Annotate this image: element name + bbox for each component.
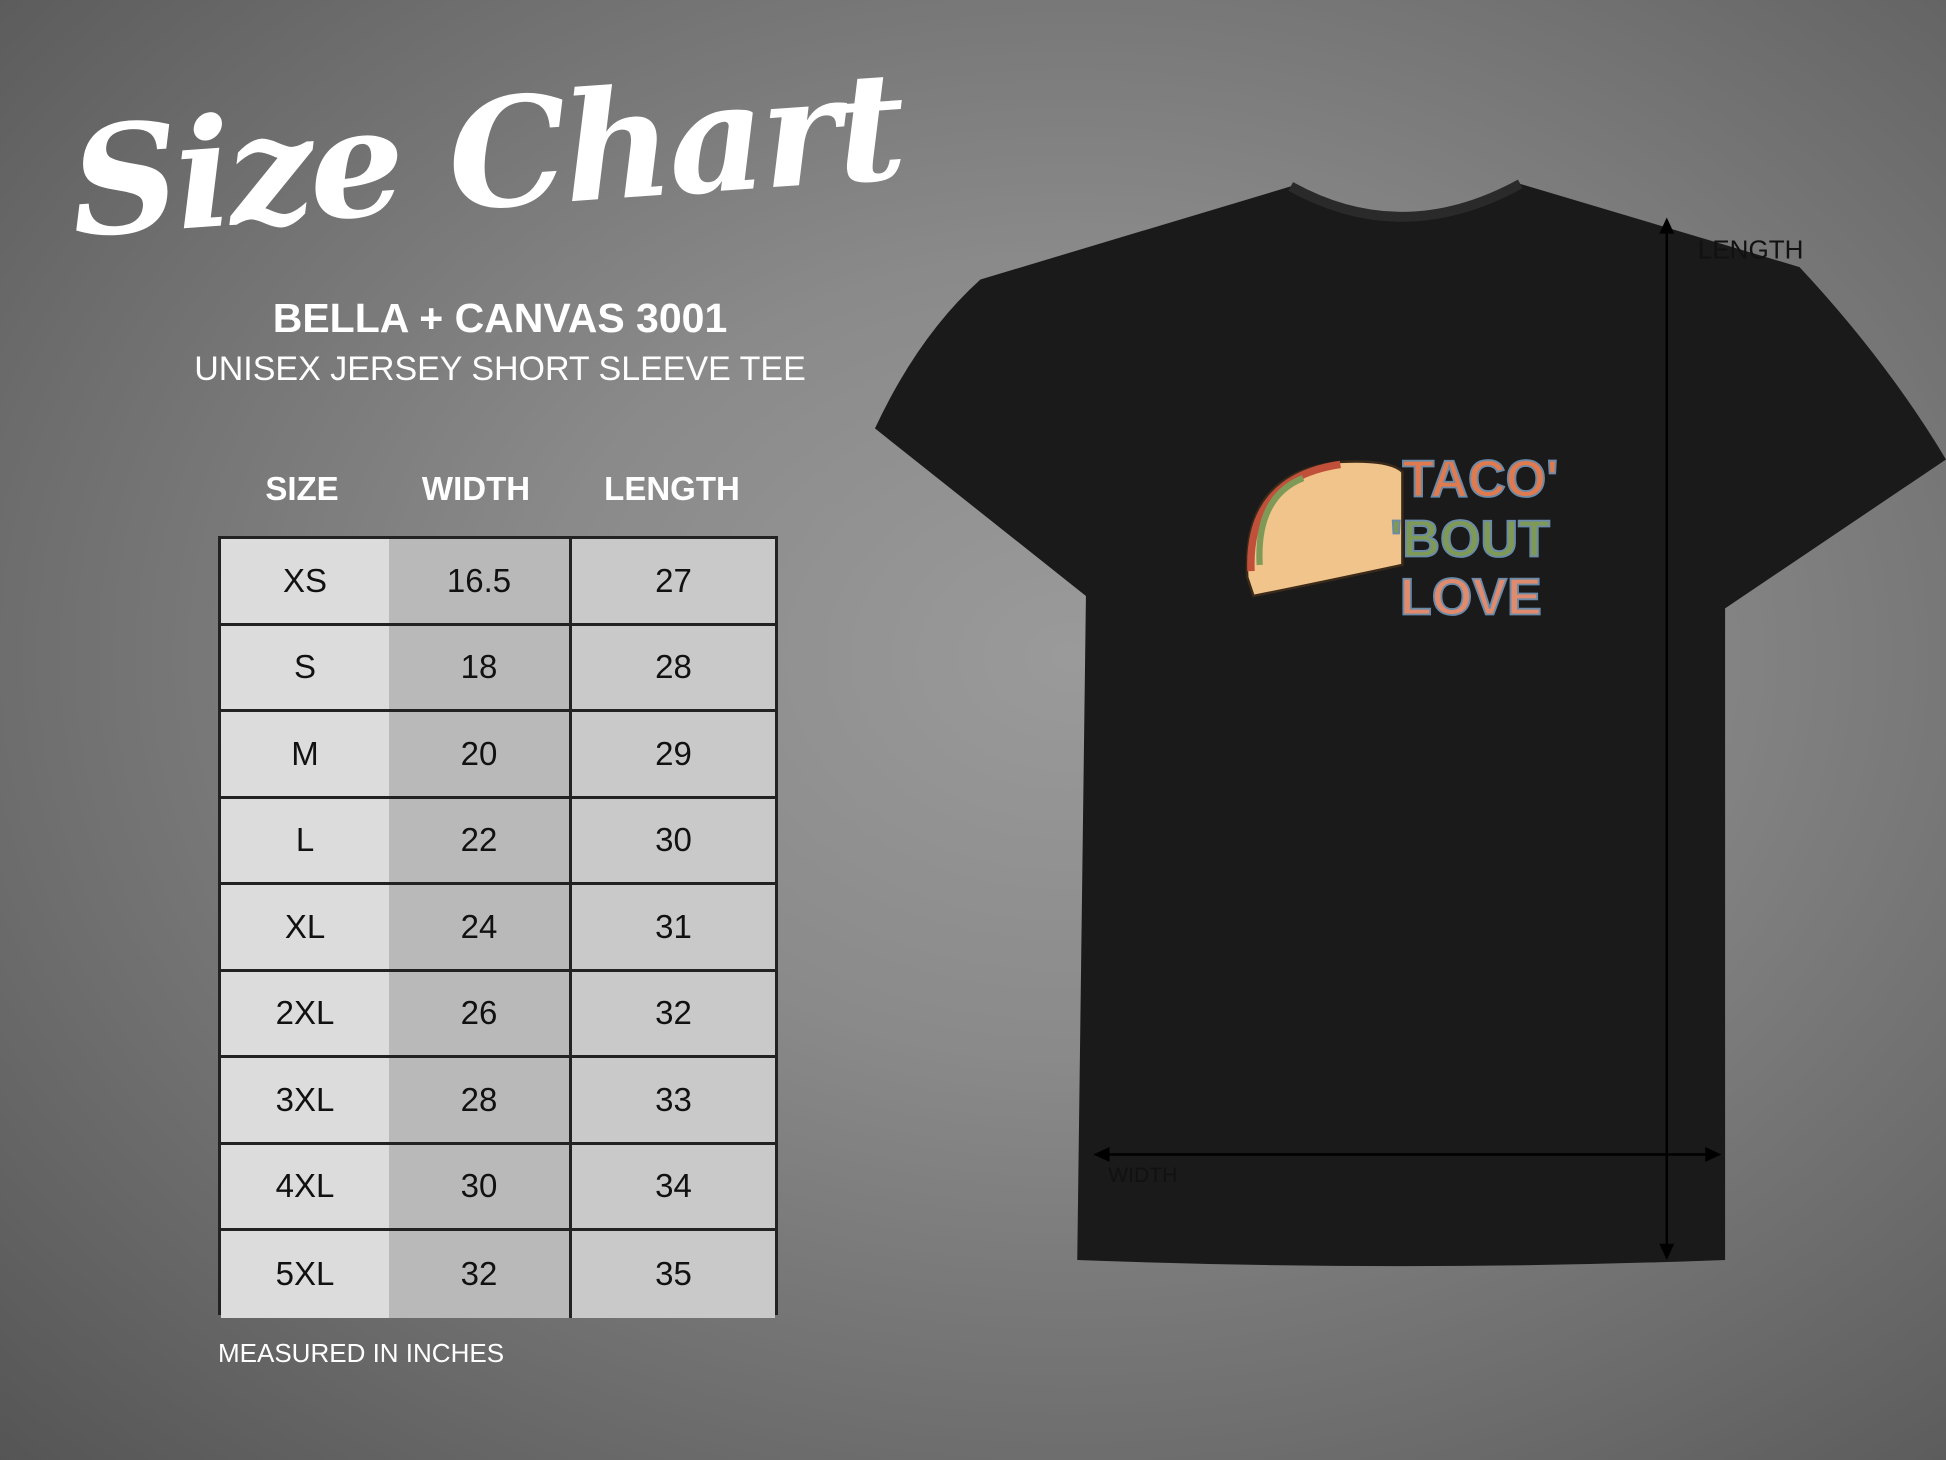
table-row: 4XL 30 34 bbox=[221, 1144, 775, 1231]
header-width: WIDTH bbox=[421, 470, 531, 507]
length-cell: 28 bbox=[572, 625, 775, 709]
length-cell: 29 bbox=[572, 712, 775, 796]
header-length: LENGTH bbox=[604, 470, 740, 507]
tshirt-collar bbox=[1288, 179, 1523, 222]
width-cell: 30 bbox=[389, 1144, 572, 1228]
size-cell: 2XL bbox=[221, 971, 389, 1055]
size-cell: S bbox=[221, 625, 389, 709]
size-table: XS 16.5 27 S 18 28 M 20 29 L 22 30 XL 24 31 2XL 26 32 3XL 2… bbox=[218, 536, 778, 1318]
length-label: LENGTH bbox=[1698, 234, 1804, 264]
product-subtitle: UNISEX JERSEY SHORT SLEEVE TEE bbox=[194, 350, 806, 388]
header-size: SIZE bbox=[265, 470, 339, 507]
table-row: 3XL 28 33 bbox=[221, 1058, 775, 1145]
length-arrow bbox=[1659, 217, 1675, 1260]
width-cell: 32 bbox=[389, 1231, 572, 1318]
length-cell: 27 bbox=[572, 539, 775, 623]
width-arrow bbox=[1093, 1147, 1722, 1162]
size-cell: 3XL bbox=[221, 1058, 389, 1142]
length-cell: 35 bbox=[572, 1231, 775, 1318]
table-row: XL 24 31 bbox=[221, 885, 775, 972]
table-row: 2XL 26 32 bbox=[221, 971, 775, 1058]
width-cell: 28 bbox=[389, 1058, 572, 1142]
width-label: WIDTH bbox=[1108, 1164, 1177, 1187]
length-cell: 30 bbox=[572, 798, 775, 882]
length-cell: 32 bbox=[572, 971, 775, 1055]
size-cell: XS bbox=[221, 539, 389, 623]
length-cell: 31 bbox=[572, 885, 775, 969]
table-row: S 18 28 bbox=[221, 625, 775, 712]
design-line-3: LOVE bbox=[1400, 569, 1542, 627]
size-cell: XL bbox=[221, 885, 389, 969]
length-cell: 34 bbox=[572, 1144, 775, 1228]
length-cell: 33 bbox=[572, 1058, 775, 1142]
size-cell: 5XL bbox=[221, 1231, 389, 1318]
size-cell: L bbox=[221, 798, 389, 882]
size-cell: 4XL bbox=[221, 1144, 389, 1228]
taco-graphic bbox=[1245, 460, 1404, 598]
tshirt-body bbox=[874, 183, 1946, 1267]
width-cell: 24 bbox=[389, 885, 572, 969]
design-line-1: TACO' bbox=[1402, 451, 1558, 509]
brand-model: BELLA + CANVAS 3001 bbox=[272, 295, 728, 341]
table-row: M 20 29 bbox=[221, 712, 775, 799]
width-cell: 16.5 bbox=[389, 539, 572, 623]
width-cell: 26 bbox=[389, 971, 572, 1055]
units-note: MEASURED IN INCHES bbox=[218, 1338, 505, 1368]
table-row: XS 16.5 27 bbox=[221, 539, 775, 626]
width-cell: 22 bbox=[389, 798, 572, 882]
size-cell: M bbox=[221, 712, 389, 796]
design-line-2: 'BOUT bbox=[1390, 510, 1550, 568]
width-cell: 18 bbox=[389, 625, 572, 709]
width-cell: 20 bbox=[389, 712, 572, 796]
table-row: L 22 30 bbox=[221, 798, 775, 885]
table-row: 5XL 32 35 bbox=[221, 1231, 775, 1318]
